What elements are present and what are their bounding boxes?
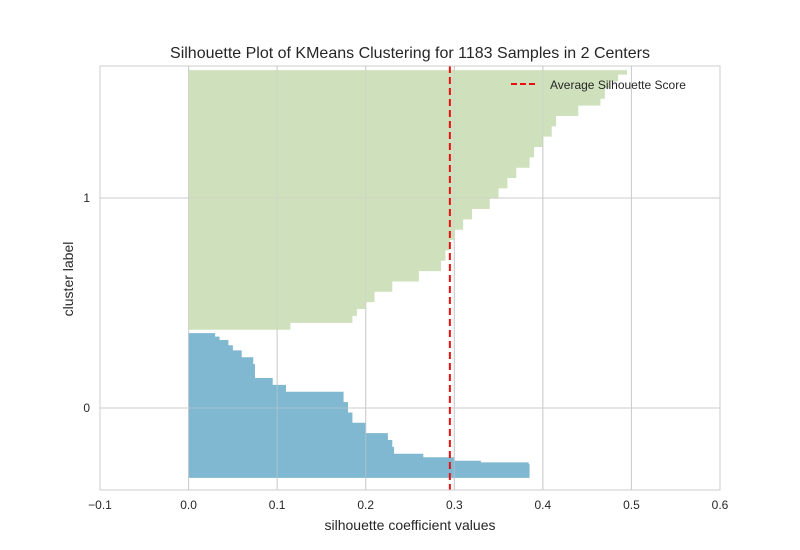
x-tick-label: 0.6 [712, 498, 729, 512]
x-tick-label: 0.0 [180, 498, 197, 512]
chart-title: Silhouette Plot of KMeans Clustering for… [170, 45, 650, 62]
legend: Average Silhouette Score [511, 78, 686, 92]
axes-border [99, 65, 721, 491]
legend-entry-average-silhouette-score: Average Silhouette Score [550, 78, 686, 92]
silhouette-cluster-1 [188, 70, 632, 330]
y-axis-label: cluster label [60, 242, 76, 317]
x-axis-label: silhouette coefficient values [325, 517, 496, 533]
x-tick-label: 0.2 [357, 498, 374, 512]
x-tick-label: 0.5 [623, 498, 640, 512]
silhouette-cluster-0 [188, 333, 530, 478]
x-tick-label: 0.3 [446, 498, 463, 512]
x-tick-label: −0.1 [88, 498, 112, 512]
y-tick-label: 0 [83, 401, 90, 415]
y-tick-label: 1 [83, 191, 90, 205]
plot-area [99, 65, 721, 491]
x-tick-label: 0.4 [535, 498, 552, 512]
x-tick-label: 0.1 [269, 498, 286, 512]
